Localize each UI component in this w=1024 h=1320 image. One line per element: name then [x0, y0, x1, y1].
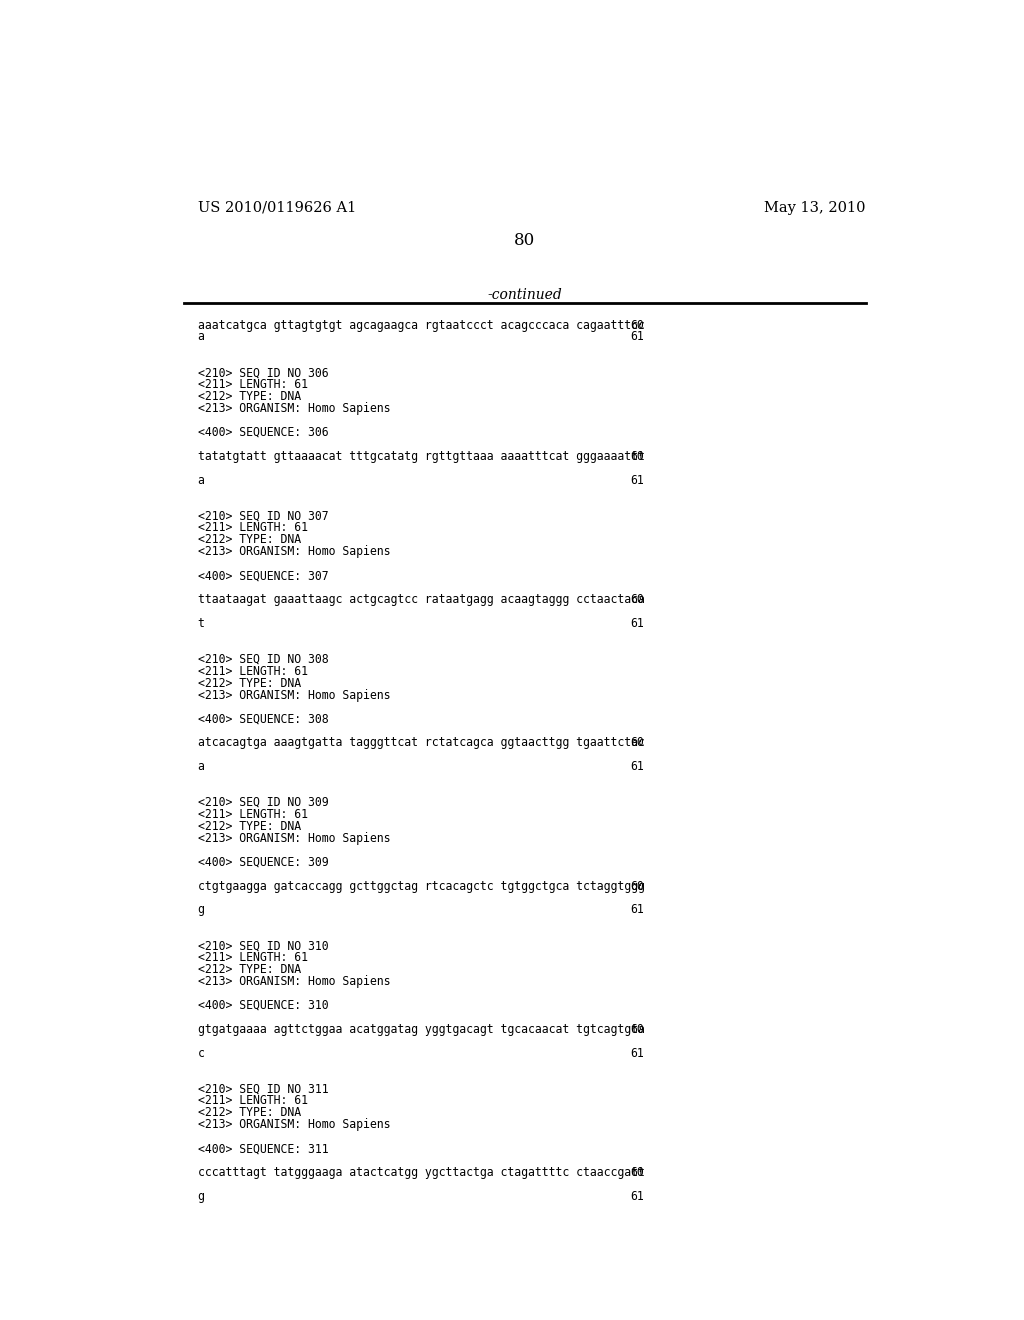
Text: 60: 60: [630, 737, 644, 750]
Text: <213> ORGANISM: Homo Sapiens: <213> ORGANISM: Homo Sapiens: [198, 832, 390, 845]
Text: aaatcatgca gttagtgtgt agcagaagca rgtaatccct acagcccaca cagaatttcc: aaatcatgca gttagtgtgt agcagaagca rgtaatc…: [198, 318, 645, 331]
Text: cccatttagt tatgggaaga atactcatgg ygcttactga ctagattttc ctaaccgatt: cccatttagt tatgggaaga atactcatgg ygcttac…: [198, 1166, 645, 1179]
Text: 61: 61: [630, 760, 644, 774]
Text: ttaataagat gaaattaagc actgcagtcc rataatgagg acaagtaggg cctaactaca: ttaataagat gaaattaagc actgcagtcc rataatg…: [198, 593, 645, 606]
Text: 61: 61: [630, 1047, 644, 1060]
Text: <400> SEQUENCE: 308: <400> SEQUENCE: 308: [198, 713, 329, 726]
Text: ctgtgaagga gatcaccagg gcttggctag rtcacagctc tgtggctgca tctaggtggg: ctgtgaagga gatcaccagg gcttggctag rtcacag…: [198, 879, 645, 892]
Text: a: a: [198, 330, 205, 343]
Text: tatatgtatt gttaaaacat tttgcatatg rgttgttaaa aaaatttcat gggaaaattt: tatatgtatt gttaaaacat tttgcatatg rgttgtt…: [198, 450, 645, 463]
Text: <213> ORGANISM: Homo Sapiens: <213> ORGANISM: Homo Sapiens: [198, 975, 390, 987]
Text: g: g: [198, 903, 205, 916]
Text: 60: 60: [630, 1166, 644, 1179]
Text: 61: 61: [630, 1189, 644, 1203]
Text: t: t: [198, 616, 205, 630]
Text: <212> TYPE: DNA: <212> TYPE: DNA: [198, 677, 301, 689]
Text: <212> TYPE: DNA: <212> TYPE: DNA: [198, 820, 301, 833]
Text: 61: 61: [630, 616, 644, 630]
Text: 80: 80: [514, 231, 536, 248]
Text: <213> ORGANISM: Homo Sapiens: <213> ORGANISM: Homo Sapiens: [198, 689, 390, 701]
Text: <400> SEQUENCE: 309: <400> SEQUENCE: 309: [198, 855, 329, 869]
Text: g: g: [198, 1189, 205, 1203]
Text: <400> SEQUENCE: 306: <400> SEQUENCE: 306: [198, 426, 329, 440]
Text: <212> TYPE: DNA: <212> TYPE: DNA: [198, 391, 301, 403]
Text: 60: 60: [630, 593, 644, 606]
Text: May 13, 2010: May 13, 2010: [764, 201, 866, 215]
Text: atcacagtga aaagtgatta tagggttcat rctatcagca ggtaacttgg tgaattctac: atcacagtga aaagtgatta tagggttcat rctatca…: [198, 737, 645, 750]
Text: <211> LENGTH: 61: <211> LENGTH: 61: [198, 521, 308, 535]
Text: <212> TYPE: DNA: <212> TYPE: DNA: [198, 964, 301, 975]
Text: <213> ORGANISM: Homo Sapiens: <213> ORGANISM: Homo Sapiens: [198, 403, 390, 414]
Text: <210> SEQ ID NO 311: <210> SEQ ID NO 311: [198, 1082, 329, 1096]
Text: 60: 60: [630, 450, 644, 463]
Text: <213> ORGANISM: Homo Sapiens: <213> ORGANISM: Homo Sapiens: [198, 545, 390, 558]
Text: a: a: [198, 760, 205, 774]
Text: <211> LENGTH: 61: <211> LENGTH: 61: [198, 808, 308, 821]
Text: <210> SEQ ID NO 308: <210> SEQ ID NO 308: [198, 653, 329, 665]
Text: <210> SEQ ID NO 307: <210> SEQ ID NO 307: [198, 510, 329, 523]
Text: <211> LENGTH: 61: <211> LENGTH: 61: [198, 952, 308, 964]
Text: <212> TYPE: DNA: <212> TYPE: DNA: [198, 533, 301, 546]
Text: 61: 61: [630, 903, 644, 916]
Text: <400> SEQUENCE: 307: <400> SEQUENCE: 307: [198, 569, 329, 582]
Text: <210> SEQ ID NO 309: <210> SEQ ID NO 309: [198, 796, 329, 809]
Text: <210> SEQ ID NO 310: <210> SEQ ID NO 310: [198, 940, 329, 952]
Text: <211> LENGTH: 61: <211> LENGTH: 61: [198, 379, 308, 391]
Text: 61: 61: [630, 474, 644, 487]
Text: a: a: [198, 474, 205, 487]
Text: <400> SEQUENCE: 310: <400> SEQUENCE: 310: [198, 999, 329, 1012]
Text: 61: 61: [630, 330, 644, 343]
Text: <213> ORGANISM: Homo Sapiens: <213> ORGANISM: Homo Sapiens: [198, 1118, 390, 1131]
Text: 60: 60: [630, 1023, 644, 1036]
Text: gtgatgaaaa agttctggaa acatggatag yggtgacagt tgcacaacat tgtcagtgta: gtgatgaaaa agttctggaa acatggatag yggtgac…: [198, 1023, 645, 1036]
Text: 60: 60: [630, 318, 644, 331]
Text: c: c: [198, 1047, 205, 1060]
Text: <211> LENGTH: 61: <211> LENGTH: 61: [198, 665, 308, 677]
Text: <210> SEQ ID NO 306: <210> SEQ ID NO 306: [198, 367, 329, 379]
Text: US 2010/0119626 A1: US 2010/0119626 A1: [198, 201, 356, 215]
Text: <211> LENGTH: 61: <211> LENGTH: 61: [198, 1094, 308, 1107]
Text: -continued: -continued: [487, 288, 562, 302]
Text: <212> TYPE: DNA: <212> TYPE: DNA: [198, 1106, 301, 1119]
Text: 60: 60: [630, 879, 644, 892]
Text: <400> SEQUENCE: 311: <400> SEQUENCE: 311: [198, 1142, 329, 1155]
